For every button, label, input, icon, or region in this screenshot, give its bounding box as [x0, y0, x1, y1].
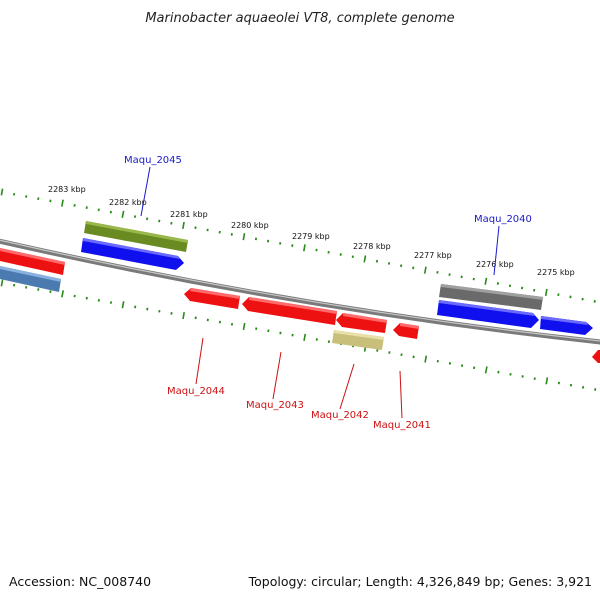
- major-tick: [121, 210, 125, 218]
- minor-tick: [375, 259, 379, 263]
- minor-tick: [109, 210, 112, 214]
- minor-tick: [436, 271, 439, 274]
- gene-khaki-2042[interactable]: [332, 330, 384, 350]
- gene-gray-upper[interactable]: [439, 284, 543, 310]
- gene-label-maqu-2041[interactable]: Maqu_2041: [373, 420, 431, 431]
- gene-reverse-2043[interactable]: [242, 297, 337, 325]
- genome-summary-text: Topology: circular; Length: 4,326,849 bp…: [248, 574, 592, 589]
- gene-label-maqu-2040[interactable]: Maqu_2040: [474, 214, 532, 225]
- minor-tick: [473, 366, 476, 370]
- minor-tick: [158, 219, 161, 223]
- scale-label: 2283 kbp: [48, 185, 86, 194]
- gene-label-maqu-2042[interactable]: Maqu_2042: [311, 410, 369, 421]
- outer-tick-ring: [0, 188, 596, 303]
- minor-tick: [85, 296, 88, 300]
- minor-tick: [448, 273, 451, 276]
- minor-tick: [73, 294, 76, 298]
- scale-label: 2278 kbp: [353, 242, 391, 251]
- scale-label: 2279 kbp: [292, 232, 330, 241]
- gene-steelblue-left[interactable]: [0, 266, 61, 292]
- major-tick: [484, 277, 488, 285]
- map-title: Marinobacter aquaeolei VT8, complete gen…: [145, 11, 454, 26]
- gene-forward-2040[interactable]: [437, 300, 539, 328]
- scale-label: 2282 kbp: [109, 198, 147, 207]
- major-tick: [0, 279, 4, 287]
- gene-reverse-2042-upper[interactable]: [336, 313, 387, 333]
- minor-tick: [387, 262, 391, 265]
- major-tick: [303, 333, 307, 341]
- gene-label-maqu-2043[interactable]: Maqu_2043: [246, 400, 304, 411]
- minor-tick: [472, 277, 475, 281]
- gene-label-lines: [140, 166, 500, 419]
- major-tick: [242, 322, 246, 331]
- major-tick: [545, 377, 549, 385]
- major-tick: [182, 312, 185, 320]
- minor-tick: [97, 299, 100, 302]
- genome-backbone: [0, 238, 600, 345]
- gene-reverse-2044[interactable]: [184, 288, 240, 309]
- gene-forward-2045[interactable]: [81, 238, 184, 270]
- scale-label: 2277 kbp: [414, 251, 452, 260]
- major-tick: [61, 290, 64, 298]
- minor-tick: [279, 331, 282, 335]
- major-tick: [182, 221, 185, 230]
- major-tick: [303, 244, 306, 252]
- minor-tick: [170, 221, 173, 225]
- major-tick: [363, 255, 367, 263]
- minor-tick: [448, 362, 452, 365]
- gene-olive-upper[interactable]: [84, 221, 188, 252]
- gene-reverse-2041[interactable]: [393, 323, 419, 339]
- minor-tick: [400, 264, 403, 268]
- inner-tick-ring: [0, 279, 597, 391]
- major-tick: [61, 199, 64, 207]
- scale-label: 2280 kbp: [231, 221, 269, 230]
- major-tick: [423, 266, 427, 274]
- major-tick: [121, 301, 125, 309]
- minor-tick: [97, 208, 100, 212]
- minor-tick: [460, 364, 464, 367]
- accession-text: Accession: NC_008740: [9, 574, 151, 589]
- gene-reverse-left-upper[interactable]: [0, 248, 65, 275]
- gene-label-maqu-2045[interactable]: Maqu_2045: [124, 155, 182, 166]
- minor-tick: [133, 215, 137, 218]
- gene-forward-right[interactable]: [540, 316, 593, 335]
- genome-backbone-highlight: [0, 239, 600, 342]
- scale-label: 2281 kbp: [170, 210, 208, 219]
- major-tick: [242, 233, 246, 241]
- minor-tick: [146, 217, 149, 221]
- minor-tick: [460, 275, 463, 279]
- gene-label-maqu-2044[interactable]: Maqu_2044: [167, 386, 225, 397]
- minor-tick: [291, 333, 294, 337]
- major-tick: [544, 288, 548, 297]
- major-tick: [0, 188, 4, 196]
- scale-label: 2275 kbp: [537, 268, 575, 277]
- major-tick: [484, 366, 488, 374]
- minor-tick: [109, 301, 113, 304]
- minor-tick: [412, 266, 415, 270]
- minor-tick: [267, 329, 270, 333]
- major-tick: [424, 355, 428, 363]
- gene-reverse-right-edge[interactable]: [592, 350, 600, 363]
